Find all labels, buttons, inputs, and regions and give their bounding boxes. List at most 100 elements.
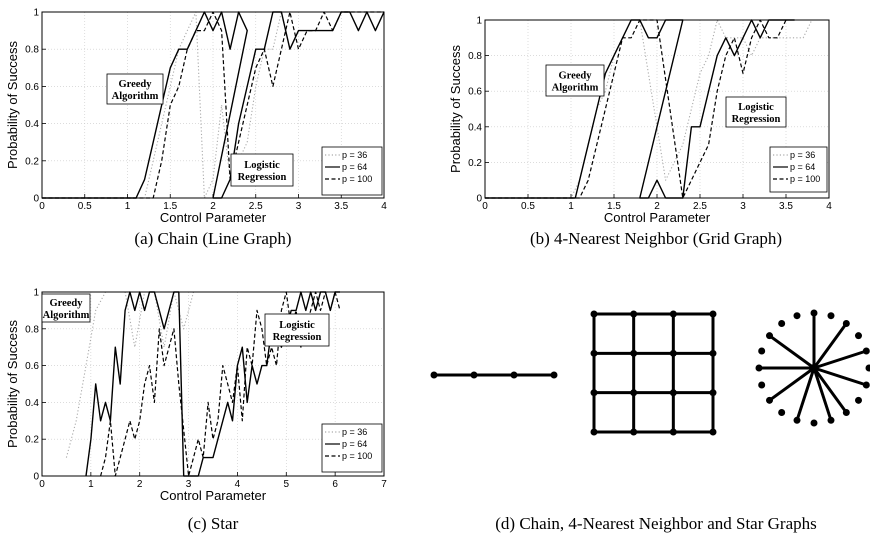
x-tick-label: 3 — [296, 201, 302, 212]
y-tick-label: 0.6 — [25, 361, 39, 372]
x-tick-label: 4 — [381, 201, 387, 212]
annotation-text: Logistic — [279, 320, 315, 331]
series-line — [42, 11, 384, 199]
star-leaf-node — [766, 332, 774, 340]
legend-label: p = 100 — [342, 451, 372, 461]
y-tick-label: 0.4 — [468, 122, 482, 133]
x-tick-label: 2 — [654, 201, 660, 212]
x-tick-label: 5 — [284, 479, 290, 490]
x-tick-label: 2.5 — [249, 201, 263, 212]
grid-node — [630, 428, 638, 436]
y-tick-label: 0.8 — [25, 324, 39, 335]
grid-node — [669, 428, 677, 436]
annotation-text: Greedy — [558, 71, 592, 82]
star-leaf-node — [854, 332, 862, 340]
legend-label: p = 36 — [790, 150, 815, 160]
chain-node — [510, 371, 518, 379]
annotation-text: Algorithm — [43, 310, 90, 321]
x-axis-label: Control Parameter — [160, 210, 267, 225]
x-tick-label: 1 — [125, 201, 131, 212]
x-tick-label: 2 — [210, 201, 216, 212]
star-leaf-node — [862, 347, 870, 355]
grid-node — [709, 389, 717, 397]
y-axis-label: Probability of Success — [5, 41, 20, 169]
annotation-text: Logistic — [244, 160, 280, 171]
annotation-text: Algorithm — [552, 83, 599, 94]
annotation-box — [106, 73, 164, 105]
x-tick-label: 0.5 — [78, 201, 92, 212]
star-center-node — [810, 364, 818, 372]
series-line — [42, 11, 384, 199]
x-tick-label: 4 — [235, 479, 241, 490]
x-tick-label: 3 — [740, 201, 746, 212]
star-leaf-node — [842, 408, 850, 416]
x-tick-label: 1 — [568, 201, 574, 212]
star-edge — [768, 334, 815, 370]
grid-node — [590, 389, 598, 397]
annotation-text: Regression — [238, 172, 287, 183]
annotation-text: Regression — [732, 114, 781, 125]
y-tick-label: 0.4 — [25, 398, 39, 409]
chart-b: 0 0.5 1 1.5 2 2.5 3 3.5 4 0 0.2 0.4 0.6 0.8 1 Control P… — [448, 16, 832, 249]
star-edge — [768, 366, 815, 402]
x-tick-label: 6 — [332, 479, 338, 490]
grid-node — [590, 428, 598, 436]
grid-node — [669, 310, 677, 318]
grid-node — [630, 310, 638, 318]
grid-node — [669, 349, 677, 357]
y-tick-label: 0.2 — [25, 156, 39, 167]
grid-node — [709, 428, 717, 436]
y-tick-label: 1 — [33, 8, 39, 19]
star-leaf-node — [810, 309, 818, 317]
x-tick-label: 0 — [39, 479, 45, 490]
x-tick-label: 3.5 — [779, 201, 793, 212]
star-leaf-node — [854, 396, 862, 404]
star-leaf-node — [793, 416, 801, 424]
grid-node — [709, 310, 717, 318]
annotation-box — [264, 313, 330, 347]
x-tick-label: 3.5 — [334, 201, 348, 212]
grid-node — [630, 349, 638, 357]
series-line — [85, 291, 340, 477]
star-leaf-node — [842, 320, 850, 328]
star-leaf-node — [865, 364, 870, 372]
legend-label: p = 36 — [342, 427, 367, 437]
y-tick-label: 0.8 — [468, 51, 482, 62]
annotation-box — [41, 293, 91, 323]
star-edge — [812, 367, 833, 421]
star-leaf-node — [766, 396, 774, 404]
series-line — [65, 291, 195, 458]
chart-caption: (b) 4-Nearest Neighbor (Grid Graph) — [530, 229, 782, 248]
star-leaf-node — [758, 381, 766, 389]
legend-label: p = 64 — [342, 439, 367, 449]
grid-node — [669, 389, 677, 397]
star-leaf-node — [755, 364, 763, 372]
y-tick-label: 0 — [476, 194, 482, 205]
x-tick-label: 0 — [39, 201, 45, 212]
x-tick-label: 1.5 — [607, 201, 621, 212]
star-leaf-node — [778, 408, 786, 416]
y-tick-label: 0.4 — [25, 119, 39, 130]
series-line — [485, 19, 795, 199]
y-tick-label: 0.6 — [468, 87, 482, 98]
x-tick-label: 0 — [482, 201, 488, 212]
star-edge — [813, 349, 867, 370]
star-leaf-node — [778, 320, 786, 328]
annotation-text: Greedy — [118, 79, 152, 90]
y-tick-label: 0 — [33, 472, 39, 483]
caption-d: (d) Chain, 4-Nearest Neighbor and Star G… — [495, 514, 817, 533]
annotation-text: Regression — [273, 332, 322, 343]
x-tick-label: 2 — [137, 479, 143, 490]
legend-label: p = 64 — [790, 162, 815, 172]
annotation-box — [230, 153, 294, 187]
y-tick-label: 0.2 — [468, 158, 482, 169]
star-edge — [813, 366, 867, 387]
star-leaf-node — [827, 416, 835, 424]
y-tick-label: 0 — [33, 194, 39, 205]
x-tick-label: 1 — [88, 479, 94, 490]
legend-label: p = 64 — [342, 162, 367, 172]
x-tick-label: 2.5 — [693, 201, 707, 212]
chain-node — [470, 371, 478, 379]
y-tick-label: 1 — [33, 288, 39, 299]
